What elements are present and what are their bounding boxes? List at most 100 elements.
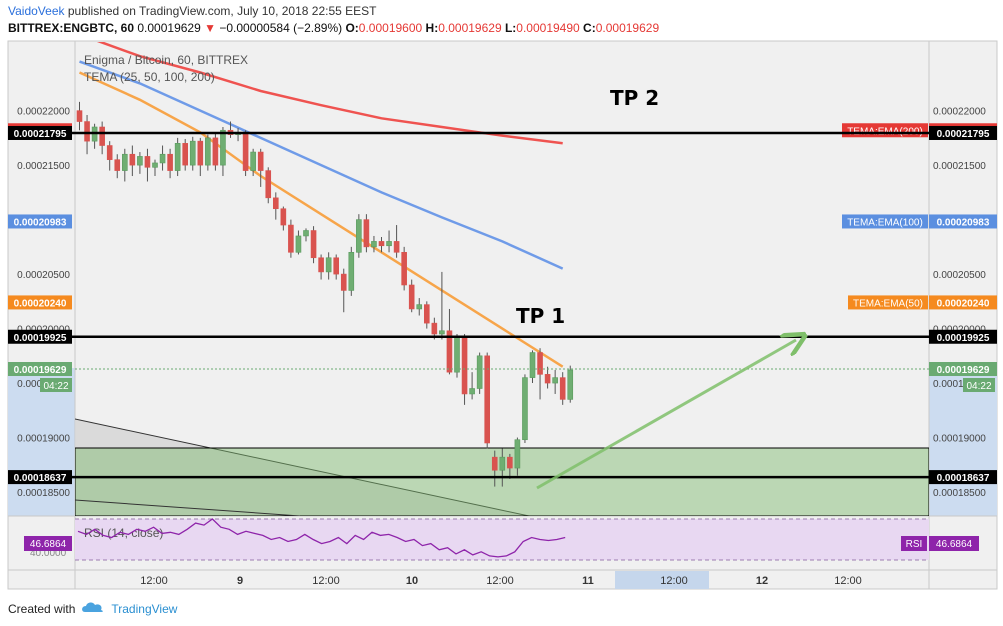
candle-body	[544, 374, 551, 384]
y-tick-right: 0.00020500	[933, 270, 986, 281]
target-arrow	[536, 340, 796, 490]
candle-body	[152, 162, 158, 168]
publish-line: VaidoVeek published on TradingView.com, …	[8, 4, 377, 18]
candle-body	[476, 355, 483, 389]
candle-body	[205, 137, 211, 166]
rsi-left-value: 46.6864	[30, 539, 67, 550]
candle-body	[220, 129, 226, 166]
price-tag-left	[8, 295, 72, 310]
x-tick: 12:00	[834, 575, 862, 587]
created-with-text: Created with	[8, 601, 76, 616]
price-tag-left-text: 0.00019925	[14, 333, 67, 344]
tradingview-cloud-icon	[81, 600, 105, 617]
trend-line-lower	[75, 499, 301, 516]
close-value: 0.00019629	[595, 21, 660, 35]
rsi-tag-label: RSI	[906, 539, 923, 550]
y-tick-right: 0.00019500	[933, 379, 986, 390]
candle-body	[318, 257, 324, 273]
x-tick: 11	[582, 575, 594, 587]
indicator-tag-text: TEMA:EMA(100)	[847, 217, 923, 228]
candle-body	[567, 369, 574, 400]
countdown-right: 04:22	[966, 381, 991, 392]
candle-body	[408, 284, 415, 310]
ema50-line	[78, 71, 564, 368]
candle-body	[295, 235, 302, 253]
levels: 0.000218200.00021820TEMA:EMA(200)0.00021…	[8, 123, 997, 485]
candle-body	[167, 153, 173, 171]
price-tag-left-text: 0.00019629	[14, 365, 67, 376]
price-tag-left-text: 0.00020240	[14, 298, 67, 309]
rsi-left-partial: 40.0000	[30, 548, 67, 559]
right-scale-highlight	[929, 368, 997, 516]
price-tag-right	[929, 362, 997, 377]
y-tick-right: 0.00019000	[933, 434, 986, 445]
candle-body	[250, 151, 256, 171]
last-price: 0.00019629	[137, 21, 201, 35]
candle-body	[325, 257, 332, 273]
indicator-tag	[842, 214, 928, 229]
rsi-band	[75, 519, 929, 560]
drawings	[75, 418, 929, 516]
candle-body	[491, 456, 498, 471]
close-label: C:	[583, 21, 596, 35]
price-tag-left	[8, 214, 72, 229]
candle-body	[401, 252, 407, 286]
price-tag-right-text: 0.00019925	[937, 333, 990, 344]
low-value: 0.00019490	[516, 21, 580, 35]
candle-body	[461, 336, 468, 395]
candle-body	[469, 388, 475, 395]
price-tag-left	[8, 470, 72, 485]
time-axis-highlight	[615, 571, 709, 589]
candle-body	[310, 230, 317, 259]
tradingview-link[interactable]: TradingView	[111, 601, 178, 616]
open-value: 0.00019600	[358, 21, 423, 35]
candle-body	[144, 156, 151, 168]
candle-body	[189, 140, 196, 166]
countdown-tag-right	[963, 378, 995, 393]
published-text: published on TradingView.com, July 10, 2…	[67, 4, 377, 18]
candle-body	[114, 159, 121, 171]
y-tick-right: 0.00022000	[933, 107, 986, 118]
x-tick: 10	[406, 575, 418, 587]
candle-body	[439, 330, 445, 335]
price-tag-right	[929, 125, 997, 140]
rsi-right-tag	[901, 536, 927, 551]
x-tick: 12:00	[660, 575, 688, 587]
price-tag-right	[929, 214, 997, 229]
low-label: L:	[504, 21, 517, 35]
candle-body	[129, 153, 136, 166]
x-tick: 9	[237, 575, 243, 587]
down-arrow-icon: ▼	[204, 21, 216, 35]
y-tick-right: 0.00021500	[933, 161, 986, 172]
candle-body	[423, 304, 430, 324]
candle-body	[303, 230, 309, 237]
candle-body	[446, 330, 453, 373]
candle-body	[265, 170, 272, 199]
candle-body	[559, 377, 566, 400]
price-tag-right-text: 0.00021795	[937, 129, 990, 140]
y-tick-left: 0.00022000	[17, 107, 70, 118]
candle-body	[393, 241, 400, 253]
y-tick-left: 0.00018500	[17, 488, 70, 499]
price-tag-left-text: 0.00021795	[14, 129, 67, 140]
ohlc-line: BITTREX:ENGBTC, 60 0.00019629 ▼ −0.00000…	[8, 21, 659, 35]
candle-body	[416, 304, 423, 310]
candle-body	[431, 322, 438, 335]
candle-body	[76, 110, 83, 122]
candle-body	[499, 456, 506, 471]
rsi-left-tag	[24, 536, 72, 551]
trend-line	[75, 418, 530, 516]
price-tag-right	[929, 295, 997, 310]
candle-body	[507, 456, 513, 469]
candle-body	[84, 121, 90, 142]
candle-body	[333, 257, 340, 275]
author-link[interactable]: VaidoVeek	[8, 4, 65, 18]
candle-body	[348, 252, 355, 291]
candle-body	[522, 377, 528, 441]
legend-title: Enigma / Bitcoin, 60, BITTREX	[84, 53, 248, 67]
candle-body	[197, 140, 204, 166]
tp2-label: TP 2	[610, 86, 659, 110]
y-tick-right: 0.00018500	[933, 488, 986, 499]
legend-indicator: TEMA (25, 50, 100, 200)	[84, 70, 215, 84]
